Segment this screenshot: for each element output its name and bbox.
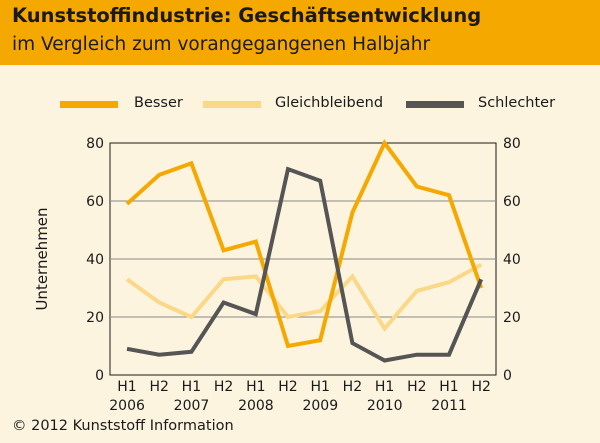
series-line-gleichbleibend xyxy=(125,263,483,332)
y-tick-label-right: 20 xyxy=(503,310,521,326)
x-year-label: 2008 xyxy=(238,398,274,414)
x-tick-label: H1 xyxy=(117,379,136,395)
x-tick-label: H1 xyxy=(439,379,458,395)
x-tick-label: H1 xyxy=(246,379,265,395)
legend-item-gleichbleibend: Gleichbleibend xyxy=(203,95,393,115)
legend-label-besser: Besser xyxy=(134,95,183,111)
y-tick-label-left: 80 xyxy=(86,136,104,152)
y-tick-label-right: 80 xyxy=(503,136,521,152)
x-tick-label: H2 xyxy=(149,379,168,395)
y-tick-label-right: 0 xyxy=(503,368,512,384)
y-tick-label-right: 60 xyxy=(503,194,521,210)
series-line-besser xyxy=(125,139,484,349)
chart-header: Kunststoffindustrie: Geschäftsentwicklun… xyxy=(0,0,600,65)
chart-title: Kunststoffindustrie: Geschäftsentwicklun… xyxy=(12,4,482,27)
x-tick-label: H1 xyxy=(310,379,329,395)
x-tick-label: H2 xyxy=(407,379,426,395)
x-tick-label: H2 xyxy=(278,379,297,395)
y-tick-label-left: 40 xyxy=(86,252,104,268)
chart-subtitle: im Vergleich zum vorangegangenen Halbjah… xyxy=(12,34,431,55)
legend-line-gleichbleibend xyxy=(203,101,261,108)
legend-line-schlechter xyxy=(406,101,464,108)
y-tick-label-left: 0 xyxy=(95,368,104,384)
x-tick-label: H2 xyxy=(471,379,490,395)
series-line-schlechter xyxy=(126,166,484,363)
x-year-label: 2010 xyxy=(367,398,403,414)
y-axis-title: Unternehmen xyxy=(33,207,51,310)
copyright-footer: © 2012 Kunststoff Information xyxy=(12,418,234,434)
legend-line-besser xyxy=(60,101,118,108)
x-tick-label: H2 xyxy=(343,379,362,395)
x-tick-label: H1 xyxy=(182,379,201,395)
x-year-label: 2011 xyxy=(431,398,467,414)
x-tick-label: H1 xyxy=(375,379,394,395)
legend-item-schlechter: Schlechter xyxy=(406,95,566,115)
x-year-label: 2007 xyxy=(174,398,210,414)
y-tick-label-left: 20 xyxy=(86,310,104,326)
x-tick-label: H2 xyxy=(214,379,233,395)
x-year-label: 2006 xyxy=(109,398,145,414)
x-year-label: 2009 xyxy=(302,398,338,414)
legend-label-schlechter: Schlechter xyxy=(478,95,556,111)
legend-item-besser: Besser xyxy=(60,95,190,115)
legend-label-gleichbleibend: Gleichbleibend xyxy=(275,95,384,111)
y-tick-label-right: 40 xyxy=(503,252,521,268)
y-tick-label-left: 60 xyxy=(86,194,104,210)
